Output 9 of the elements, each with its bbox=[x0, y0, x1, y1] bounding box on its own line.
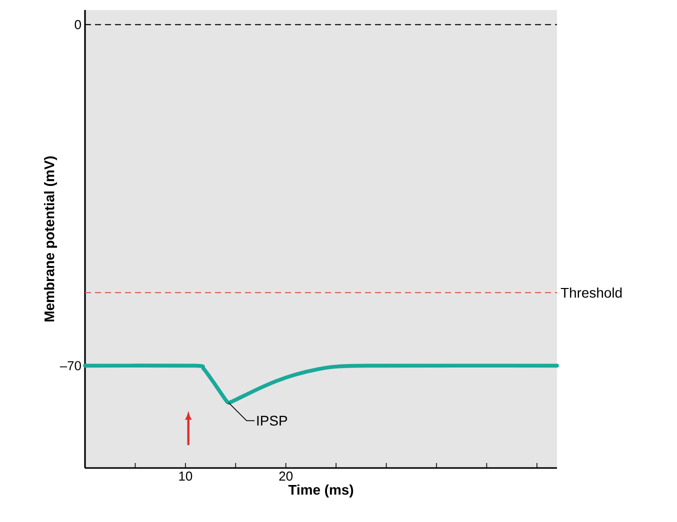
y-axis-title: Membrane potential (mV) bbox=[44, 156, 58, 322]
x-axis-title: Time (ms) bbox=[288, 484, 354, 498]
ref-line-label: Threshold bbox=[560, 287, 622, 298]
annotation: IPSP bbox=[257, 416, 288, 426]
x-tick-label: 10 bbox=[179, 472, 192, 481]
y-tick-label: 0 bbox=[74, 20, 81, 30]
line-series bbox=[83, 364, 559, 405]
y-tick-label: –70 bbox=[60, 361, 81, 370]
x-tick-label: 20 bbox=[279, 472, 293, 481]
